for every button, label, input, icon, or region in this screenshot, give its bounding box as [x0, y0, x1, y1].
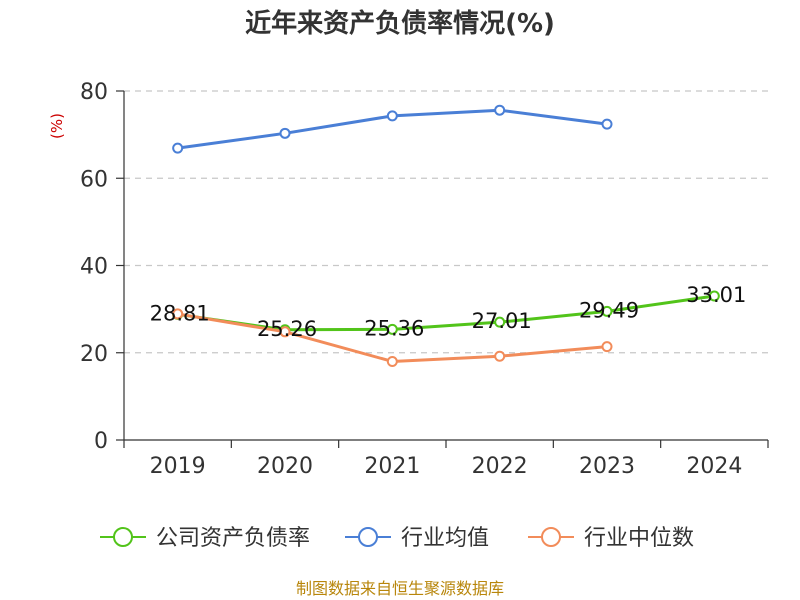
- series-1-point: [601, 118, 613, 130]
- y-tick-label: 80: [80, 80, 108, 105]
- x-tick-label: 2020: [257, 454, 313, 479]
- gridlines: [124, 90, 768, 354]
- legend-marker-icon: [358, 527, 378, 547]
- series-1-point: [494, 104, 506, 116]
- legend-item-2[interactable]: 行业中位数: [528, 526, 694, 551]
- series-2-point: [494, 350, 506, 362]
- series-0-point: [708, 290, 720, 302]
- data-label: 29.49: [579, 298, 639, 322]
- source-note: 制图数据来自恒生聚源数据库: [296, 579, 504, 598]
- legend-label: 公司资产负债率: [156, 526, 310, 551]
- data-label: 25.36: [364, 316, 424, 340]
- legend-label: 行业均值: [401, 526, 489, 551]
- y-tick-label: 20: [80, 342, 108, 367]
- legend-marker-icon: [541, 527, 561, 547]
- series-0-point: [601, 305, 613, 317]
- series-0-point: [386, 323, 398, 335]
- x-tick-label: 2021: [364, 454, 420, 479]
- legend-item-1[interactable]: 行业均值: [345, 526, 489, 551]
- data-label: 25.26: [257, 317, 317, 341]
- series-2-point: [172, 308, 184, 320]
- legend-label: 行业中位数: [584, 526, 694, 551]
- data-label: 27.01: [472, 309, 532, 333]
- series-2-point: [386, 355, 398, 367]
- series-2-point: [601, 341, 613, 353]
- series-0-point: [494, 316, 506, 328]
- y-tick-label: 0: [94, 429, 108, 454]
- y-tick-label: 40: [80, 255, 108, 280]
- axes: 0 20 40 60 80 2019 2020 2021 2022 2023 2024: [80, 80, 769, 479]
- legend-item-0[interactable]: 公司资产负债率: [100, 526, 310, 551]
- chart-title: 近年来资产负债率情况(%): [245, 8, 555, 39]
- x-tick-label: 2022: [472, 454, 528, 479]
- series-1-point: [386, 110, 398, 122]
- data-labels: 28.81 25.26 25.36 27.01 29.49 33.01: [150, 283, 747, 341]
- x-tick-label: 2019: [150, 454, 206, 479]
- y-tick-label: 60: [80, 167, 108, 192]
- series-1-point: [172, 142, 184, 154]
- y-axis-unit: (%): [48, 113, 66, 139]
- x-tick-label: 2024: [686, 454, 742, 479]
- series-1-point: [279, 127, 291, 139]
- series-line-0: [177, 294, 715, 332]
- x-tick-label: 2023: [579, 454, 635, 479]
- legend: 公司资产负债率 行业均值 行业中位数: [100, 526, 694, 551]
- data-label: 28.81: [150, 301, 210, 325]
- data-label: 33.01: [686, 283, 746, 307]
- legend-marker-icon: [113, 527, 133, 547]
- series-layer: [172, 104, 720, 367]
- series-2-point: [279, 326, 291, 338]
